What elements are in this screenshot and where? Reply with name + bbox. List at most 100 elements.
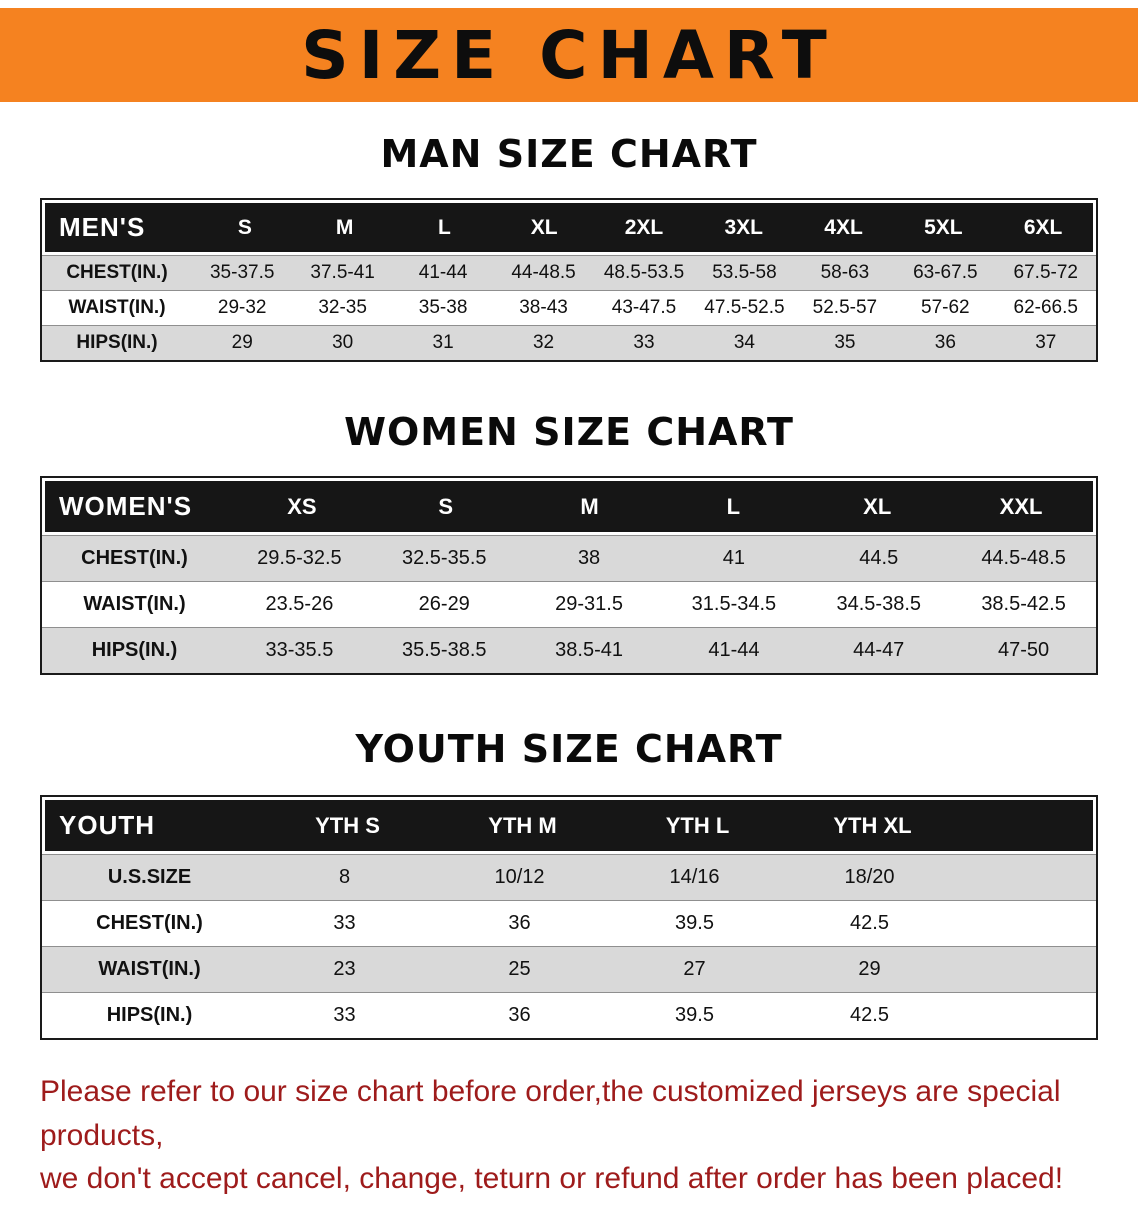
table-cell: 31 [432, 332, 454, 353]
table-cell: 25 [508, 958, 531, 980]
table-cell: 35-37.5 [209, 262, 275, 283]
table-row-waist: WAIST(IN.) 23.5-26 26-29 29-31.5 31.5-34… [42, 581, 1096, 627]
table-cell: 63-67.5 [913, 262, 978, 283]
row-label: WAIST(IN.) [83, 593, 186, 615]
table-cell: 57-62 [921, 297, 970, 318]
table-cell: 34 [733, 332, 755, 353]
table-cell: 23.5-26 [265, 593, 334, 615]
header-cell: YOUTH [59, 810, 155, 840]
table-cell: 42.5 [850, 912, 889, 934]
table-cell: 30 [332, 332, 354, 353]
table-cell: 29 [231, 332, 253, 353]
header-cell: L [726, 493, 741, 519]
table-cell: 41 [722, 547, 746, 569]
table-cell: 8 [338, 866, 351, 888]
men-table-header-row: MEN'S S M L XL 2XL 3XL 4XL 5XL 6XL [45, 203, 1093, 252]
women-size-table: WOMEN'S XS S M L XL XXL CHEST(IN.) 29.5-… [40, 476, 1098, 675]
table-cell: 44-47 [853, 639, 905, 661]
row-label: HIPS(IN.) [106, 1004, 193, 1026]
spacer-cell [960, 816, 1093, 836]
table-cell: 23 [333, 958, 356, 980]
table-cell: 62-66.5 [1013, 297, 1078, 318]
women-table-header-row: WOMEN'S XS S M L XL XXL [45, 481, 1093, 532]
table-cell: 41-44 [708, 639, 760, 661]
table-cell: 37.5-41 [310, 262, 375, 283]
table-cell: 32 [532, 332, 555, 353]
table-cell: 33-35.5 [265, 639, 334, 661]
table-cell: 37 [1035, 332, 1057, 353]
table-cell: 53.5-58 [712, 262, 777, 283]
table-cell: 38.5-41 [555, 639, 623, 661]
table-cell: 41-44 [418, 262, 468, 283]
header-cell: XS [287, 493, 317, 519]
table-row-hips: HIPS(IN.) 33-35.5 35.5-38.5 38.5-41 41-4… [42, 627, 1096, 673]
table-cell: 33 [633, 332, 655, 353]
row-label: CHEST(IN.) [81, 547, 188, 569]
header-cell: 4XL [824, 215, 863, 239]
table-cell: 18/20 [844, 866, 895, 888]
header-cell: XXL [999, 493, 1043, 519]
table-cell: 31.5-34.5 [691, 593, 777, 615]
table-row-waist: WAIST(IN.) 23 25 27 29 [42, 946, 1096, 992]
header-cell: S [438, 493, 454, 519]
table-row-waist: WAIST(IN.) 29-32 32-35 35-38 38-43 43-47… [42, 290, 1096, 325]
header-cell: 3XL [724, 215, 764, 239]
table-cell: 35 [834, 332, 856, 353]
header-cell: M [580, 493, 599, 519]
row-label: CHEST(IN.) [96, 912, 203, 934]
table-cell: 27 [683, 958, 706, 980]
disclaimer: Please refer to our size chart before or… [40, 1070, 1138, 1201]
table-cell: 67.5-72 [1013, 262, 1078, 283]
disclaimer-line-2: we don't accept cancel, change, teturn o… [40, 1162, 1064, 1195]
table-cell: 58-63 [820, 262, 870, 283]
table-cell: 39.5 [675, 912, 714, 934]
header-cell: YTH M [488, 812, 557, 838]
header-cell: S [237, 215, 252, 239]
table-cell: 36 [508, 912, 531, 934]
table-cell: 39.5 [675, 1004, 714, 1026]
table-cell: 29-31.5 [555, 593, 623, 615]
youth-size-table: YOUTH YTH S YTH M YTH L YTH XL U.S.SIZE … [40, 795, 1098, 1040]
youth-table-header-row: YOUTH YTH S YTH M YTH L YTH XL [45, 800, 1093, 851]
header-cell: WOMEN'S [59, 491, 193, 521]
men-size-table: MEN'S S M L XL 2XL 3XL 4XL 5XL 6XL CHEST… [40, 198, 1098, 362]
men-section-heading: MAN SIZE CHART [380, 132, 758, 176]
table-cell: 48.5-53.5 [603, 262, 685, 283]
table-row-chest: CHEST(IN.) 29.5-32.5 32.5-35.5 38 41 44.… [42, 535, 1096, 581]
table-cell: 38 [577, 547, 601, 569]
table-cell: 44.5 [859, 547, 899, 569]
table-cell: 34.5-38.5 [836, 593, 921, 615]
row-label: HIPS(IN.) [76, 332, 158, 353]
table-cell: 33 [333, 1004, 356, 1026]
header-cell: 2XL [624, 215, 664, 239]
table-cell: 38.5-42.5 [981, 593, 1066, 615]
table-cell: 32-35 [318, 297, 367, 318]
header-cell: L [438, 215, 451, 239]
spacer-cell [957, 913, 1096, 935]
header-cell: YTH S [315, 812, 380, 838]
table-cell: 38-43 [519, 297, 568, 318]
header-cell: M [335, 215, 354, 239]
header-cell: XL [530, 215, 558, 239]
banner: SIZE CHART [0, 8, 1138, 102]
table-row-hips: HIPS(IN.) 29 30 31 32 33 34 35 36 37 [42, 325, 1096, 360]
header-cell: 5XL [924, 215, 963, 239]
table-cell: 47-50 [997, 639, 1050, 661]
table-cell: 29 [858, 958, 881, 980]
row-label: WAIST(IN.) [98, 958, 201, 980]
table-cell: 14/16 [669, 866, 720, 888]
table-cell: 44.5-48.5 [981, 547, 1066, 569]
table-cell: 35.5-38.5 [401, 639, 487, 661]
table-row-chest: CHEST(IN.) 35-37.5 37.5-41 41-44 44-48.5… [42, 255, 1096, 290]
row-label: HIPS(IN.) [91, 639, 178, 661]
disclaimer-line-1: Please refer to our size chart before or… [40, 1075, 1061, 1152]
spacer-cell [957, 867, 1096, 889]
header-cell: XL [863, 493, 892, 519]
table-row-us-size: U.S.SIZE 8 10/12 14/16 18/20 [42, 854, 1096, 900]
table-cell: 44-48.5 [511, 262, 576, 283]
page-title: SIZE CHART [301, 16, 837, 94]
table-cell: 42.5 [850, 1004, 889, 1026]
table-cell: 36 [508, 1004, 531, 1026]
table-cell: 33 [333, 912, 356, 934]
